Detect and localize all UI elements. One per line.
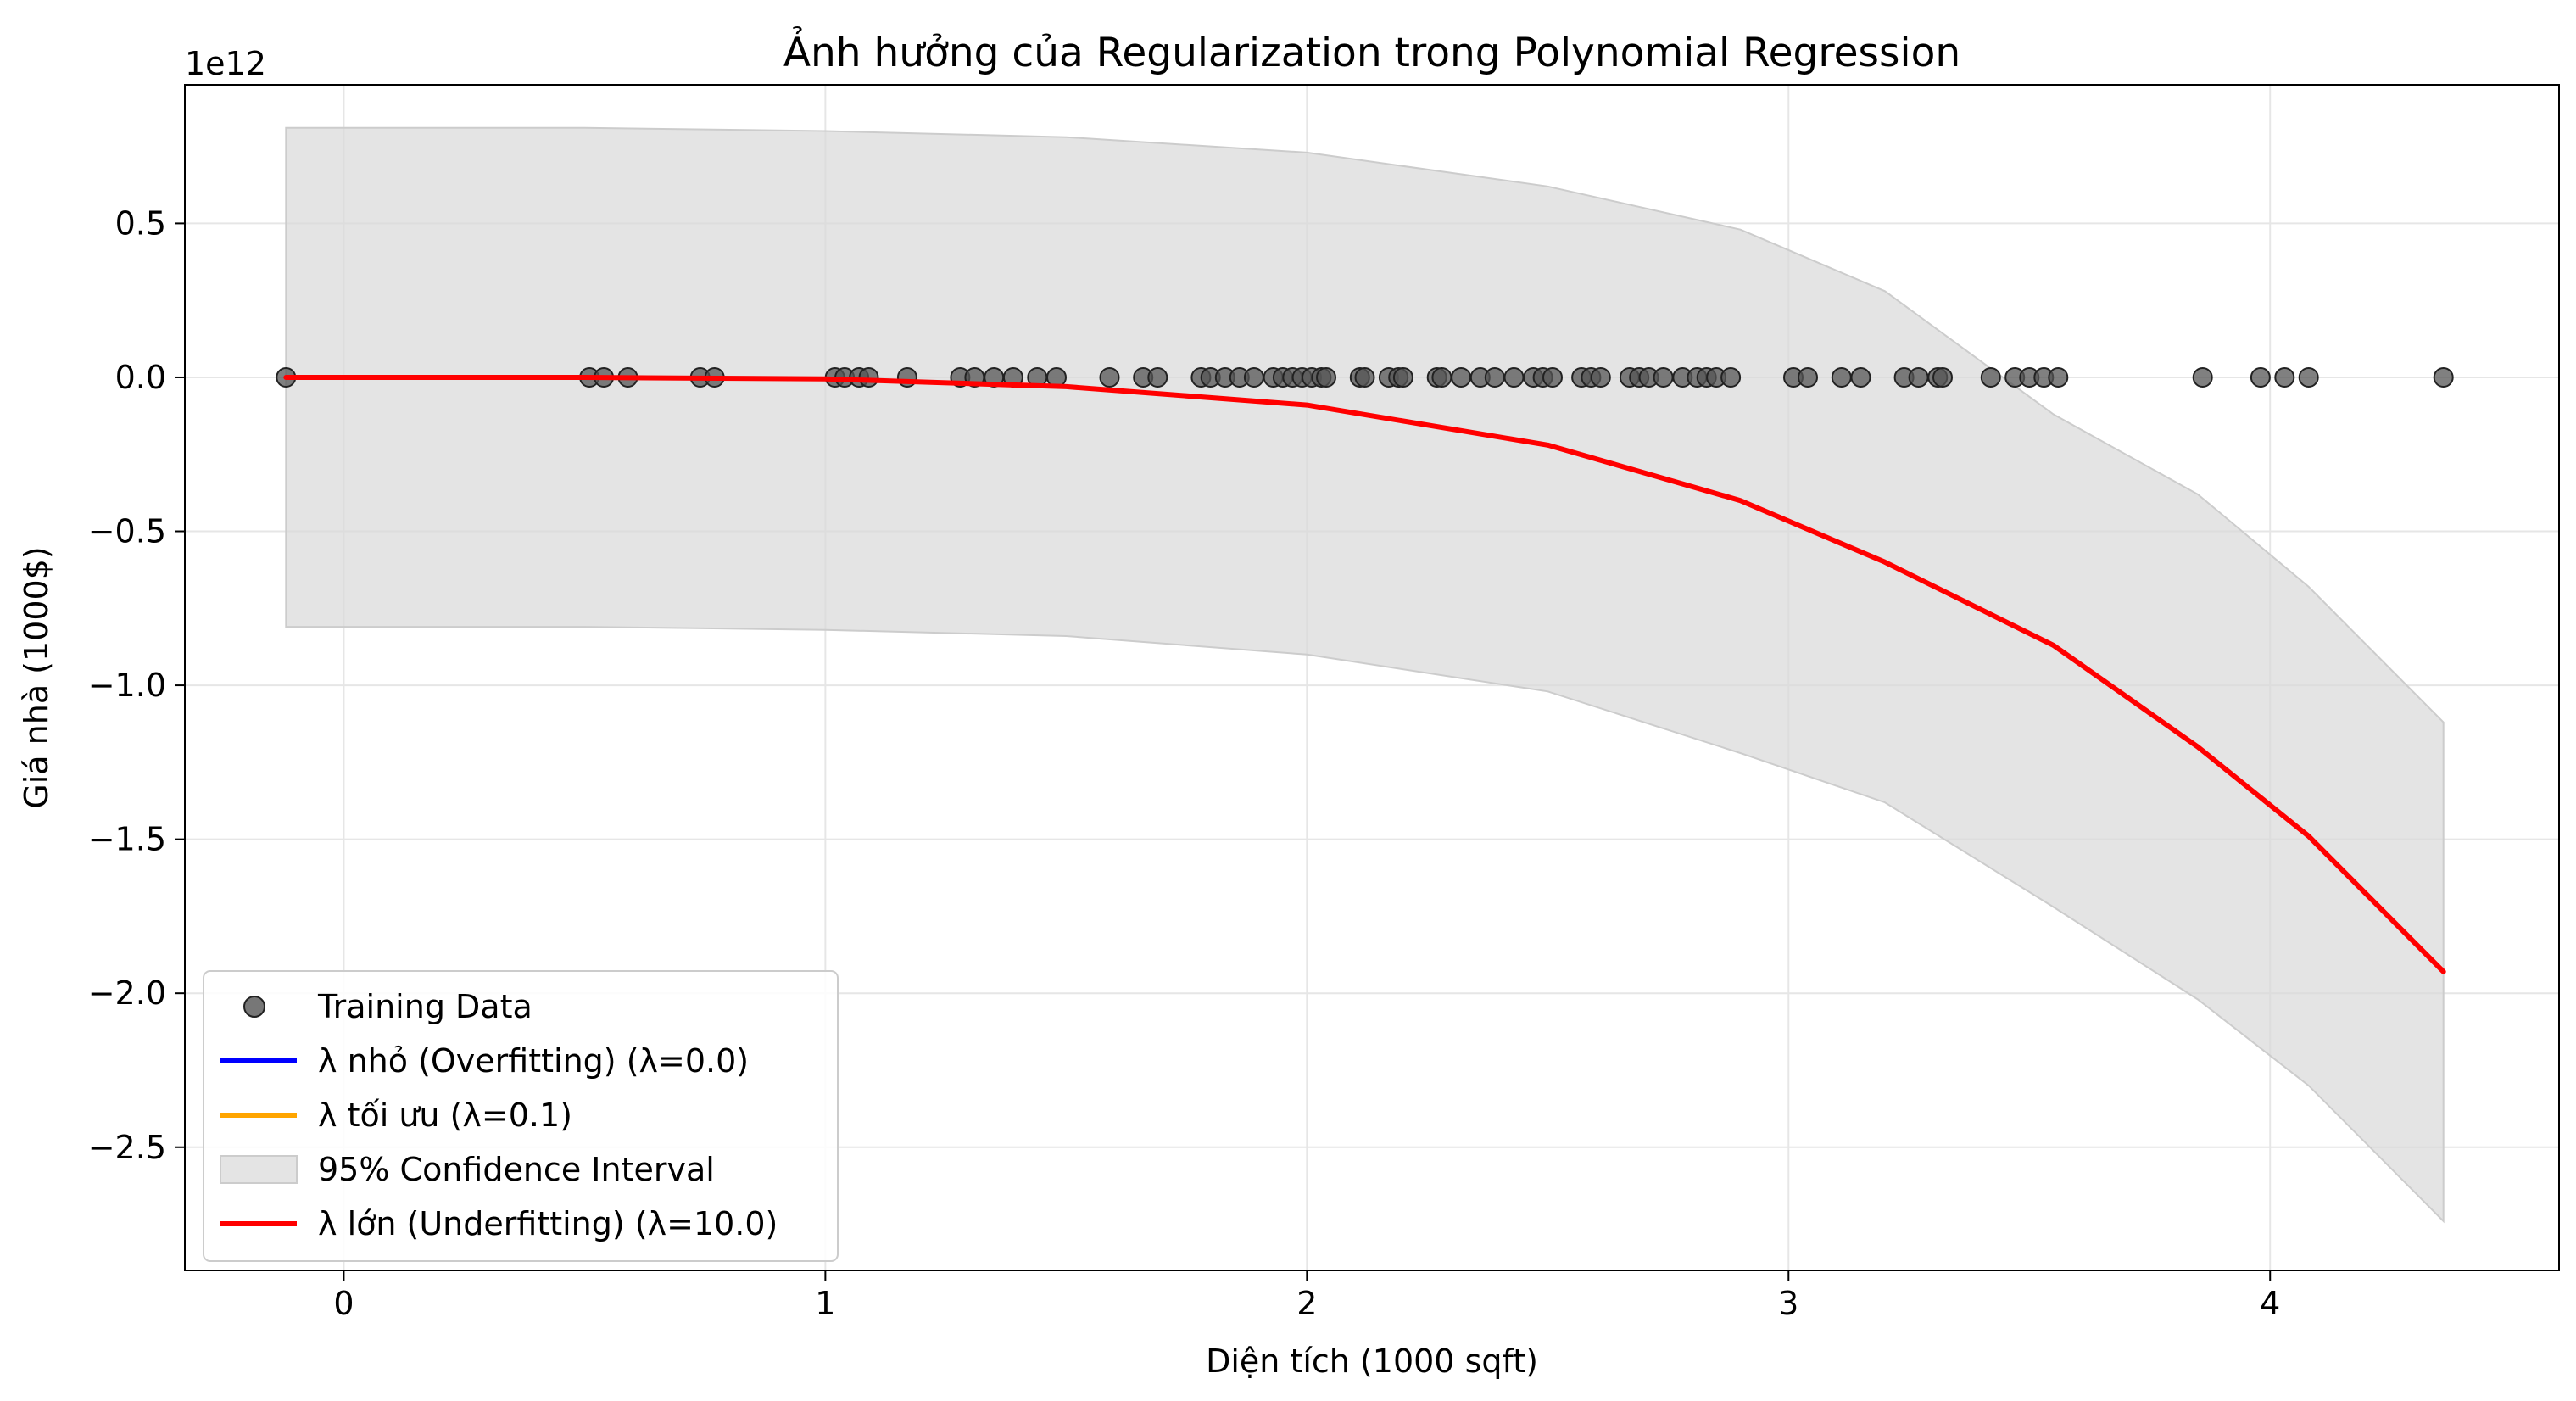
legend-marker-band <box>220 1155 298 1184</box>
scatter-point <box>2433 367 2454 388</box>
tick-layer: 0 1 2 3 4 0.5 0.0 −0.5 −1.0 −1.5 −2.0 −2.5 <box>88 204 2281 1322</box>
scatter-point <box>1147 367 1168 388</box>
legend: Training Data λ nhỏ (Overfitting) (λ=0.0)… <box>203 970 839 1262</box>
scatter-point <box>1431 367 1452 388</box>
confidence-band-layer <box>285 126 2445 1224</box>
confidence-band <box>285 126 2445 1224</box>
scatter-point <box>1392 367 1413 388</box>
legend-box <box>203 970 839 1262</box>
x-tick-label: 0 <box>333 1285 354 1322</box>
x-tick-label: 4 <box>2260 1285 2280 1322</box>
x-tick-label: 3 <box>1778 1285 1798 1322</box>
scatter-point <box>2298 367 2319 388</box>
scatter-point <box>2192 367 2213 388</box>
x-axis-label: Diện tích (1000 sqft) <box>1206 1342 1538 1380</box>
scatter-point <box>1720 367 1742 388</box>
y-tick-label: −2.0 <box>88 974 166 1012</box>
scatter-point <box>2250 367 2271 388</box>
scatter-point <box>1451 367 1472 388</box>
series-line <box>283 375 2446 974</box>
scatter-point <box>1503 367 1525 388</box>
x-tick-label: 2 <box>1296 1285 1317 1322</box>
y-tick-label: −0.5 <box>88 513 166 550</box>
scatter-point <box>2274 367 2295 388</box>
legend-marker-scatter <box>243 996 265 1018</box>
scatter-point <box>1354 367 1375 388</box>
legend-label: λ tối ưu (λ=0.1) <box>318 1097 572 1134</box>
scatter-point <box>1653 367 1674 388</box>
scatter-point <box>1590 367 1611 388</box>
scatter-point <box>1932 367 1953 388</box>
scatter-point <box>1850 367 1871 388</box>
scatter-point <box>1316 367 1336 388</box>
scatter-point <box>1798 367 1818 388</box>
scatter-point <box>858 367 879 388</box>
y-tick-label: −2.5 <box>88 1129 166 1166</box>
y-tick-label: −1.5 <box>88 821 166 858</box>
scatter-point <box>1099 367 1120 388</box>
scatter-point <box>1542 367 1563 388</box>
legend-label: 95% Confidence Interval <box>318 1151 715 1188</box>
plot-frame <box>184 84 2560 1271</box>
legend-label: λ nhỏ (Overfitting) (λ=0.0) <box>318 1042 749 1080</box>
scatter-point <box>1980 367 2001 388</box>
legend-label: λ lớn (Underfitting) (λ=10.0) <box>318 1205 778 1242</box>
y-tick-label: 0.0 <box>115 359 166 396</box>
scatter-point <box>1484 367 1505 388</box>
y-axis-label: Giá nhà (1000$) <box>18 546 55 808</box>
scatter-point <box>1243 367 1264 388</box>
x-tick-label: 1 <box>815 1285 835 1322</box>
line-layer <box>283 375 2446 974</box>
scatter-point <box>1908 367 1929 388</box>
y-offset-label: 1e12 <box>185 45 266 82</box>
y-tick-label: −1.0 <box>88 667 166 704</box>
y-tick-label: 0.5 <box>115 204 166 242</box>
legend-label: Training Data <box>317 988 532 1025</box>
scatter-point <box>1831 367 1852 388</box>
chart-title: Ảnh hưởng của Regularization trong Polyn… <box>783 27 1960 76</box>
scatter-point <box>2048 367 2069 388</box>
